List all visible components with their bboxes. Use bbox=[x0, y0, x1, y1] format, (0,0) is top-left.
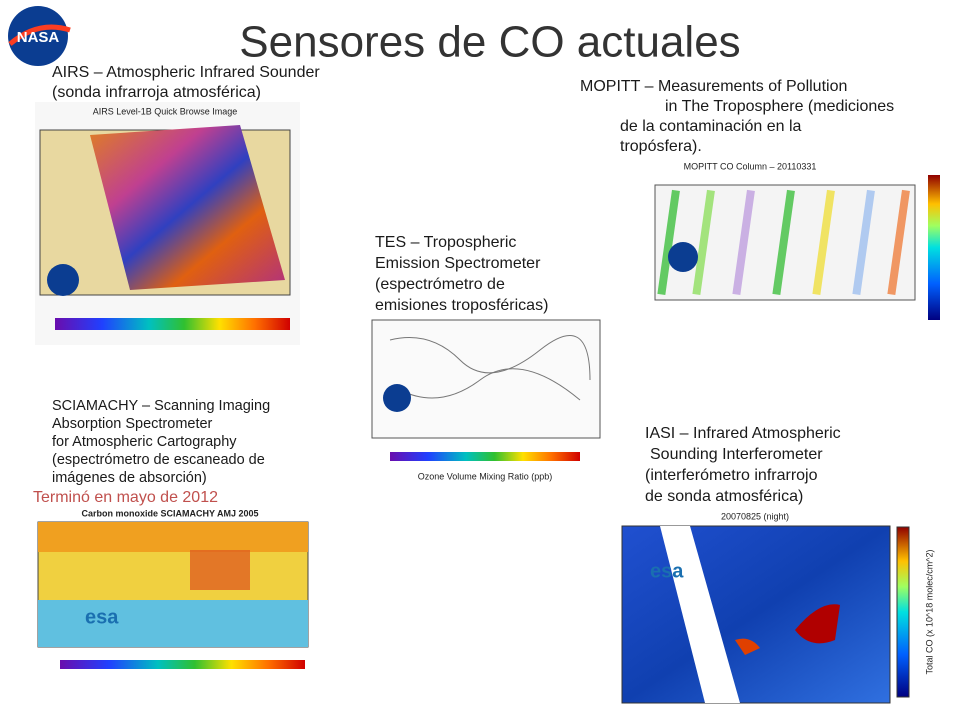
text-line: emisiones troposféricas) bbox=[375, 297, 548, 314]
text-line: imágenes de absorción) bbox=[52, 470, 207, 486]
logo-text: NASA bbox=[17, 29, 60, 46]
text-line: (interferómetro infrarrojo bbox=[645, 467, 818, 484]
text-line: tropósfera). bbox=[620, 138, 702, 155]
text-line: (sonda infrarroja atmosférica) bbox=[52, 84, 261, 101]
axis-label: Total CO (x 10^18 molec/cm^2) bbox=[924, 550, 934, 675]
image-caption: AIRS Level-1B Quick Browse Image bbox=[93, 106, 238, 116]
image-caption: Ozone Volume Mixing Ratio (ppb) bbox=[418, 471, 553, 481]
nasa-logo: NASA bbox=[8, 6, 71, 66]
tes-image: Ozone Volume Mixing Ratio (ppb) bbox=[371, 319, 601, 481]
esa-logo: esa bbox=[650, 560, 684, 582]
text-line: de sonda atmosférica) bbox=[645, 488, 803, 505]
text-line: Emission Spectrometer bbox=[375, 255, 541, 272]
image-caption: Carbon monoxide SCIAMACHY AMJ 2005 bbox=[81, 508, 258, 518]
text-line: for Atmospheric Cartography bbox=[52, 434, 237, 450]
sciamachy-image: esa Carbon monoxide SCIAMACHY AMJ 2005 bbox=[30, 507, 318, 697]
airs-image: AIRS Level-1B Quick Browse Image bbox=[35, 102, 300, 345]
text-line: MOPITT – Measurements of Pollution bbox=[580, 78, 847, 95]
text-line: (espectrómetro de escaneado de bbox=[52, 452, 265, 468]
text-line: (espectrómetro de bbox=[375, 276, 505, 293]
iasi-image: esa 20070825 (night) Total CO (x 10^18 m… bbox=[621, 511, 934, 704]
image-caption: 20070825 (night) bbox=[721, 511, 789, 521]
text-line: Absorption Spectrometer bbox=[52, 416, 213, 432]
text-line: AIRS – Atmospheric Infrared Sounder bbox=[52, 64, 320, 81]
note: Terminó en mayo de 2012 bbox=[33, 489, 218, 506]
text-line: TES – Tropospheric bbox=[375, 234, 516, 251]
text-line: IASI – Infrared Atmospheric bbox=[645, 425, 841, 442]
text-line: de la contaminación en la bbox=[620, 118, 802, 135]
image-caption: MOPITT CO Column – 20110331 bbox=[684, 161, 817, 171]
esa-logo: esa bbox=[85, 606, 119, 628]
slide-title: Sensores de CO actuales bbox=[239, 18, 740, 67]
text-line: Sounding Interferometer bbox=[650, 446, 823, 463]
text-line: SCIAMACHY – Scanning Imaging bbox=[52, 398, 270, 414]
text-line: in The Troposphere (mediciones bbox=[665, 98, 894, 115]
mopitt-image: MOPITT CO Column – 20110331 bbox=[620, 160, 950, 320]
